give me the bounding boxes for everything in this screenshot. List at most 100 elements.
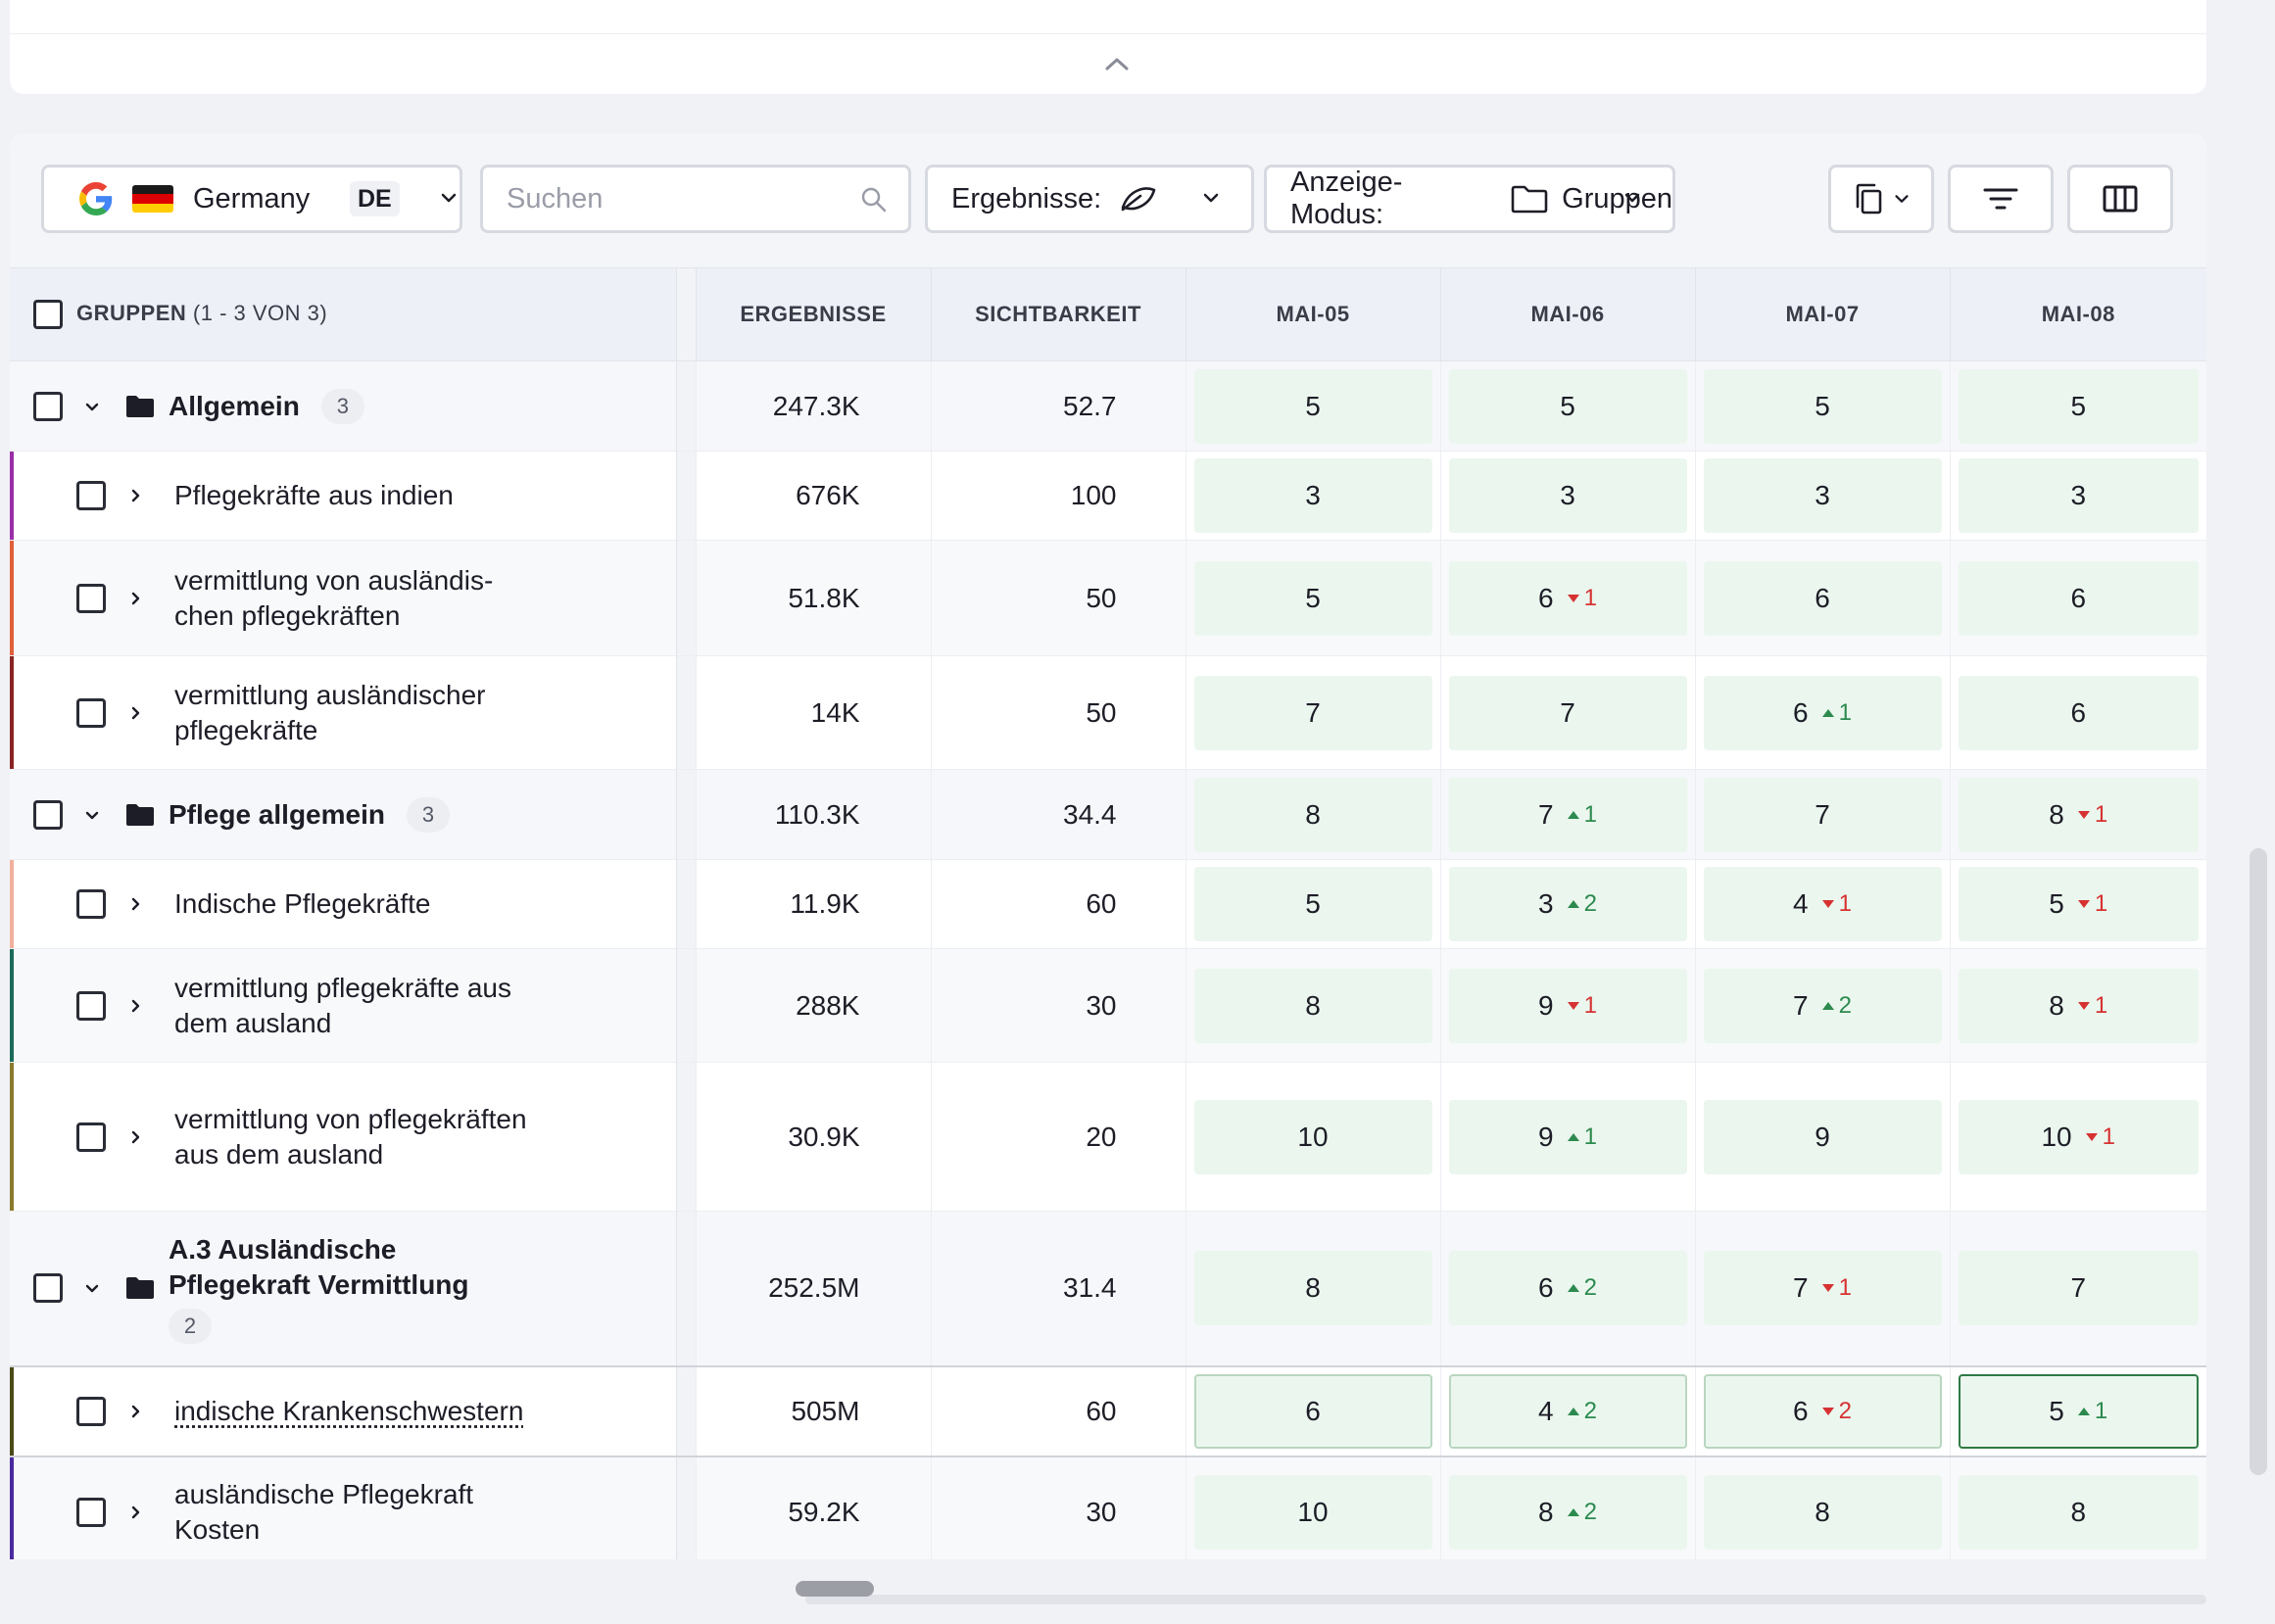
chevron-down-icon[interactable]	[74, 398, 110, 415]
horizontal-scrollbar-thumb[interactable]	[796, 1581, 874, 1597]
keyword-label[interactable]: indische Krankenschwestern	[174, 1395, 524, 1426]
position-value[interactable]: 5	[1703, 368, 1942, 444]
position-value[interactable]: 8	[1193, 777, 1432, 852]
display-mode-dropdown[interactable]: Anzeige-Modus: Gruppen	[1264, 165, 1675, 233]
position-value[interactable]: 6	[1193, 1373, 1432, 1449]
position-value[interactable]: 8	[1703, 1474, 1942, 1550]
chevron-right-icon[interactable]	[118, 1403, 153, 1420]
country-selector[interactable]: Germany DE	[41, 165, 462, 233]
row-checkbox[interactable]	[76, 1396, 106, 1426]
vertical-scrollbar[interactable]	[2250, 848, 2267, 1475]
position-value[interactable]: 7	[1703, 777, 1942, 852]
keyword-row[interactable]: vermittlung von ausländis-chen pflegekrä…	[10, 540, 2206, 656]
date-header[interactable]: MAI-07	[1694, 267, 1950, 361]
search-input[interactable]: Suchen	[480, 165, 911, 233]
chevron-right-icon[interactable]	[118, 590, 153, 607]
collapse-button[interactable]	[1099, 49, 1135, 78]
keyword-row[interactable]: Indische Pflegekräfte 11.9K 60 5 3 2 4 1 5 1	[10, 859, 2206, 949]
chevron-right-icon[interactable]	[118, 1504, 153, 1521]
folder-icon	[125, 1276, 155, 1300]
chevron-right-icon[interactable]	[118, 487, 153, 504]
row-checkbox[interactable]	[76, 697, 106, 728]
position-value[interactable]: 5	[1193, 560, 1432, 636]
filter-button[interactable]	[1948, 165, 2054, 233]
position-value[interactable]: 8	[1193, 968, 1432, 1043]
horizontal-scrollbar-track[interactable]	[805, 1595, 2206, 1604]
position-value[interactable]: 5	[1193, 368, 1432, 444]
select-all-checkbox[interactable]	[33, 300, 63, 329]
group-row[interactable]: A.3 Ausländische Pflegekraft Vermittlung…	[10, 1211, 2206, 1366]
results-header[interactable]: ERGEBNISSE	[695, 267, 931, 361]
row-checkbox[interactable]	[76, 1497, 106, 1527]
position-value[interactable]: 3	[1448, 458, 1687, 533]
position-value[interactable]: 6	[1958, 560, 2199, 636]
position-value[interactable]: 6	[1958, 675, 2199, 750]
chevron-right-icon[interactable]	[118, 895, 153, 913]
row-checkbox[interactable]	[76, 889, 106, 919]
position-value[interactable]: 8	[1193, 1251, 1432, 1326]
arrow-down-icon	[1821, 1407, 1834, 1415]
position-value[interactable]: 5	[1448, 368, 1687, 444]
row-checkbox[interactable]	[76, 1122, 106, 1152]
chevron-down-icon[interactable]	[74, 806, 110, 824]
position-value[interactable]: 5	[1193, 867, 1432, 941]
chevron-right-icon[interactable]	[118, 1128, 153, 1146]
chevron-down-icon[interactable]	[74, 1279, 110, 1297]
position-value[interactable]: 6	[1703, 560, 1942, 636]
row-name-cell: Pflegekräfte aus indien	[10, 452, 676, 541]
group-row[interactable]: Allgemein 3 247.3K 52.7 5 5 5 5	[10, 360, 2206, 452]
date-header[interactable]: MAI-05	[1185, 267, 1440, 361]
keyword-row[interactable]: ausländische Pflegekraft Kosten 59.2K 30 10…	[10, 1456, 2206, 1559]
position-value[interactable]: 5	[1958, 368, 2199, 444]
keyword-row[interactable]: indische Krankenschwestern 505M 60 6 4 2 6 2 5 1	[10, 1365, 2206, 1457]
position-value[interactable]: 10 1	[1958, 1099, 2199, 1174]
row-checkbox[interactable]	[76, 481, 106, 510]
position-value[interactable]: 3	[1193, 458, 1432, 533]
position-value[interactable]: 10	[1193, 1099, 1432, 1174]
chevron-right-icon[interactable]	[118, 997, 153, 1015]
position-value[interactable]: 3	[1703, 458, 1942, 533]
keyword-row[interactable]: vermittlung pflegekräfte aus dem ausland…	[10, 948, 2206, 1063]
row-checkbox[interactable]	[76, 583, 106, 613]
position-value[interactable]: 3	[1958, 458, 2199, 533]
chevron-right-icon[interactable]	[118, 704, 153, 722]
row-checkbox[interactable]	[33, 799, 63, 830]
visibility-header[interactable]: SICHTBARKEIT	[930, 267, 1186, 361]
copy-button[interactable]	[1828, 165, 1934, 233]
date-header[interactable]: MAI-08	[1949, 267, 2206, 361]
rank-value: 6	[1305, 1395, 1321, 1426]
position-value[interactable]: 9	[1703, 1099, 1942, 1174]
position-value[interactable]: 8	[1958, 1474, 2199, 1550]
position-value[interactable]: 7	[1958, 1251, 2199, 1326]
position-value[interactable]: 10	[1193, 1474, 1432, 1550]
row-checkbox[interactable]	[33, 391, 63, 421]
columns-button[interactable]	[2067, 165, 2173, 233]
keyword-row[interactable]: vermittlung ausländischer pflegekräfte 14…	[10, 655, 2206, 770]
keyword-row[interactable]: Pflegekräfte aus indien 676K 100 3 3 3 3	[10, 451, 2206, 541]
row-checkbox[interactable]	[33, 1273, 63, 1304]
date-header[interactable]: MAI-06	[1439, 267, 1695, 361]
position-value[interactable]: 7	[1193, 675, 1432, 750]
position-value[interactable]: 7	[1448, 675, 1687, 750]
group-row[interactable]: Pflege allgemein 3 110.3K 34.4 8 7 1 7 8 1	[10, 769, 2206, 860]
row-checkbox[interactable]	[76, 990, 106, 1021]
keyword-row[interactable]: vermittlung von pflegekräften aus dem au…	[10, 1062, 2206, 1212]
results-filter-dropdown[interactable]: Ergebnisse:	[925, 165, 1254, 233]
